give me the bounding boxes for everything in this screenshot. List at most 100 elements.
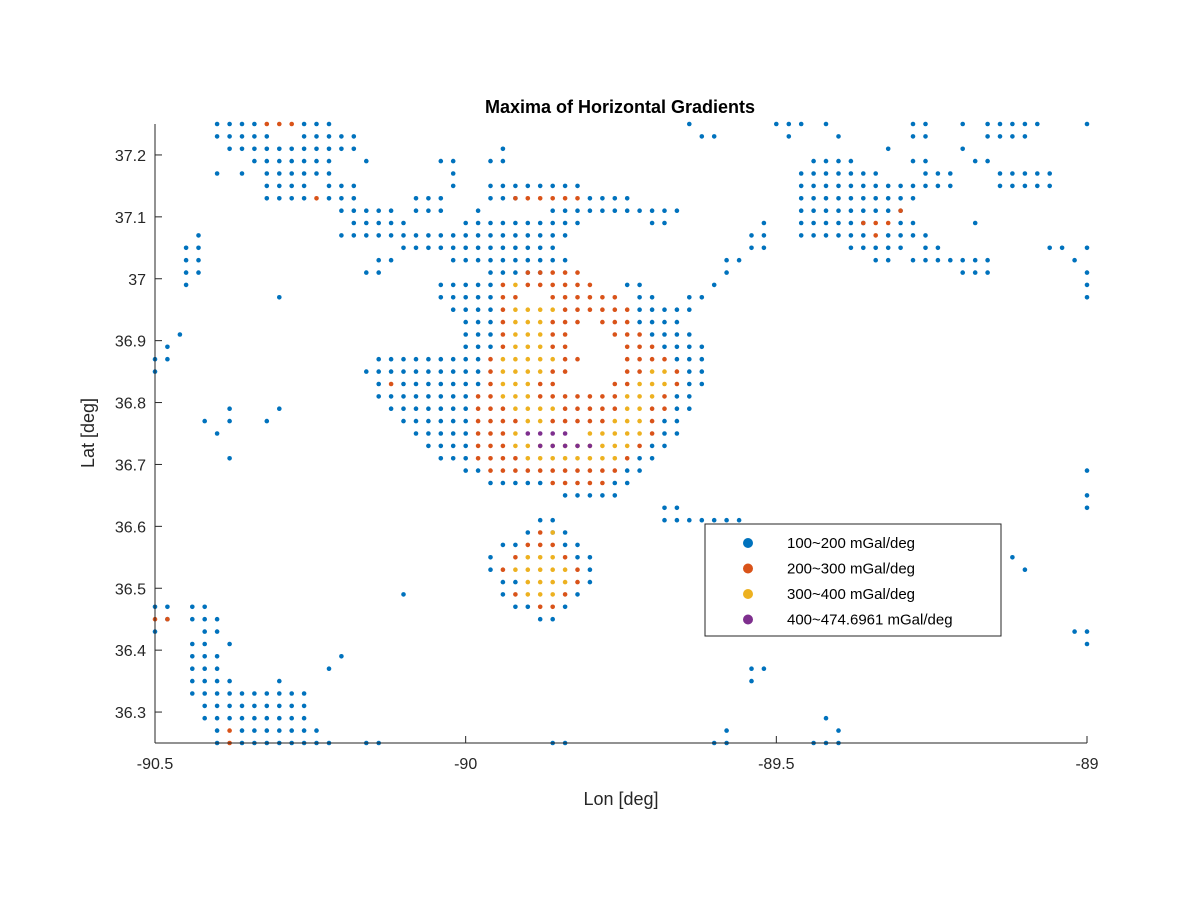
data-point xyxy=(600,418,605,424)
data-point xyxy=(376,356,382,362)
axes-box xyxy=(154,124,1087,744)
data-point xyxy=(289,171,295,176)
data-point xyxy=(214,678,220,684)
data-point xyxy=(823,715,829,721)
data-point xyxy=(749,678,754,684)
data-point xyxy=(575,542,580,548)
data-point xyxy=(575,567,580,572)
data-point xyxy=(662,369,667,374)
data-point xyxy=(537,245,543,251)
data-point xyxy=(488,456,493,461)
data-point xyxy=(699,134,705,139)
data-point xyxy=(798,196,804,201)
legend-entries: 100~200 mGal/deg 200~300 mGal/deg 300~400 … xyxy=(743,535,953,629)
data-point xyxy=(463,431,469,436)
data-point xyxy=(1047,171,1052,176)
data-point xyxy=(550,604,555,610)
data-point xyxy=(637,468,642,473)
data-point xyxy=(202,418,207,424)
data-point xyxy=(537,233,543,238)
data-point xyxy=(537,530,543,535)
data-point xyxy=(227,456,232,461)
data-point xyxy=(761,666,767,671)
data-point xyxy=(562,418,568,424)
data-point xyxy=(513,245,518,251)
data-point xyxy=(364,208,369,213)
data-point xyxy=(513,468,518,473)
data-point xyxy=(202,703,207,709)
data-point xyxy=(525,369,531,374)
data-point xyxy=(761,233,767,238)
data-point xyxy=(587,456,593,461)
data-point xyxy=(562,295,568,300)
data-point xyxy=(252,728,257,733)
data-point xyxy=(525,555,531,560)
data-point xyxy=(823,121,829,127)
data-point xyxy=(339,208,344,213)
data-point xyxy=(500,183,506,189)
data-point xyxy=(562,604,568,610)
data-point xyxy=(575,270,580,275)
data-point xyxy=(624,418,630,424)
data-point xyxy=(314,196,319,201)
data-point xyxy=(214,728,220,733)
data-point xyxy=(649,332,655,337)
data-point xyxy=(183,257,189,263)
data-point xyxy=(277,691,282,696)
data-point xyxy=(252,134,257,139)
data-point xyxy=(388,257,394,263)
data-point xyxy=(562,196,568,201)
data-point xyxy=(376,369,382,374)
data-point xyxy=(264,715,270,721)
data-point xyxy=(923,233,928,238)
data-point xyxy=(277,171,282,176)
data-point xyxy=(475,443,481,449)
data-point xyxy=(873,220,878,226)
data-point xyxy=(214,654,220,659)
data-point xyxy=(612,468,618,473)
data-point xyxy=(923,121,928,127)
data-point xyxy=(326,196,332,201)
data-point xyxy=(550,369,555,374)
data-point xyxy=(624,356,630,362)
data-point xyxy=(500,579,506,585)
data-point xyxy=(202,604,207,610)
data-point xyxy=(326,146,332,152)
data-point xyxy=(252,121,257,127)
data-point xyxy=(513,369,518,374)
data-point xyxy=(413,406,419,412)
data-point xyxy=(426,208,431,213)
data-point xyxy=(861,245,866,251)
data-point xyxy=(674,369,680,374)
data-point xyxy=(761,245,767,251)
data-point xyxy=(811,171,816,176)
data-point xyxy=(674,517,680,523)
data-point xyxy=(848,158,854,164)
data-point xyxy=(1059,245,1065,251)
data-point xyxy=(525,394,531,399)
data-point xyxy=(562,555,568,560)
data-point xyxy=(196,257,201,263)
data-point xyxy=(873,171,878,176)
data-point xyxy=(488,257,493,263)
data-point xyxy=(314,134,319,139)
data-point xyxy=(649,295,655,300)
data-point xyxy=(488,282,493,288)
data-point xyxy=(960,121,965,127)
data-point xyxy=(662,406,667,412)
data-point xyxy=(550,406,555,412)
data-point xyxy=(463,406,469,412)
data-point xyxy=(823,196,829,201)
data-point xyxy=(214,431,220,436)
data-point xyxy=(388,233,394,238)
data-point xyxy=(463,282,469,288)
y-tick-label: 37 xyxy=(128,272,146,289)
data-point xyxy=(475,295,481,300)
data-point xyxy=(637,208,642,213)
data-point xyxy=(525,456,531,461)
data-point xyxy=(525,381,531,387)
data-point xyxy=(500,381,506,387)
data-point xyxy=(463,356,469,362)
data-point xyxy=(649,443,655,449)
